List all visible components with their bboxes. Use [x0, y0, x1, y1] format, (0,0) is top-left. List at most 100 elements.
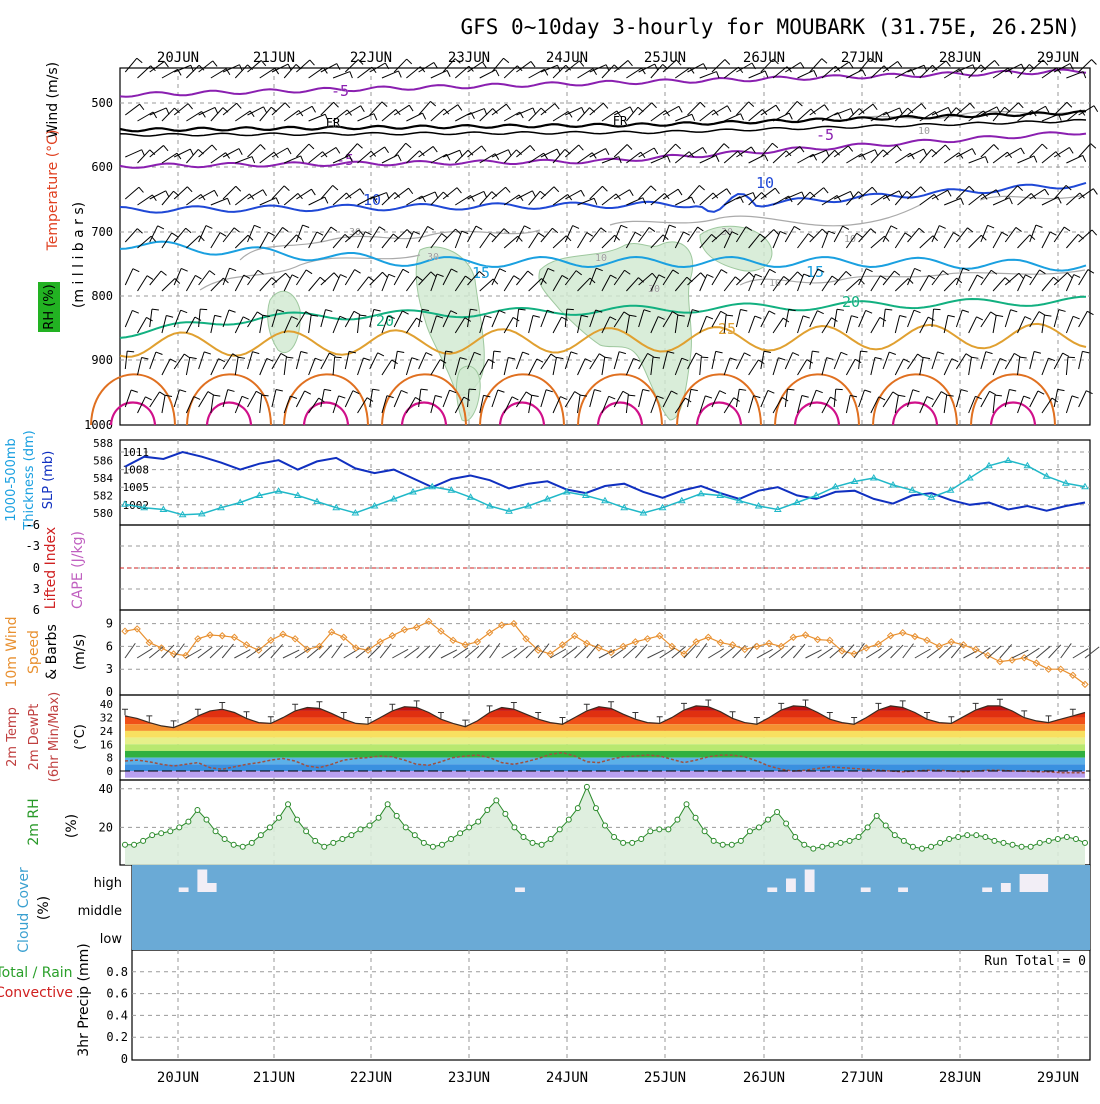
- wind10m-barb: [513, 646, 529, 659]
- wind10m-barb: [319, 644, 333, 659]
- wind-barb-flag: [290, 395, 298, 399]
- wind-barb-staff: [185, 396, 195, 414]
- wind-barb-staff: [809, 310, 818, 328]
- rh2m-marker: [900, 837, 907, 844]
- wind-barb-staff: [894, 190, 908, 206]
- rh2m-marker: [891, 832, 898, 839]
- wind-barb-staff: [613, 311, 625, 328]
- wind-barb-flag: [324, 388, 332, 392]
- wind-barb-staff: [247, 311, 258, 328]
- wind-barb-staff: [1029, 143, 1043, 158]
- wind-barb-staff: [882, 107, 900, 116]
- wind-barb-flag: [185, 227, 192, 234]
- wind-barb-staff: [919, 149, 932, 164]
- wind10m-marker: [886, 632, 895, 640]
- rh2m-marker: [122, 841, 128, 848]
- wind-barb-staff: [675, 196, 692, 206]
- wind-barb-flag: [851, 315, 859, 319]
- wind-barb-flag: [467, 149, 474, 156]
- isotherm-35-loop: [989, 401, 1037, 426]
- wind-barb-staff: [687, 147, 704, 158]
- wind-barb-flag: [358, 229, 364, 236]
- wind10m-marker: [449, 636, 457, 645]
- wind-barb-flag: [186, 186, 193, 193]
- wind-barb-staff: [1053, 352, 1064, 370]
- wind-barb-staff: [650, 234, 664, 249]
- wind10m-barb: [914, 648, 931, 659]
- temp-minmax-mark: [972, 702, 979, 710]
- wind-barb-staff: [760, 104, 777, 116]
- wind-barb-flag: [642, 197, 647, 205]
- wind-barb-flag: [402, 268, 410, 274]
- wind-barb-flag: [748, 271, 755, 278]
- wind-barb-flag: [536, 358, 544, 363]
- wind-barb-staff: [662, 224, 670, 243]
- wind-barb-staff: [552, 235, 567, 249]
- rh2m-marker: [583, 783, 590, 790]
- wind10m-barb: [890, 644, 904, 659]
- cloud-bar: [515, 887, 525, 892]
- date-label-top: 20JUN: [157, 50, 199, 66]
- wind-barb-flag: [243, 274, 251, 279]
- wind-barb-flag: [209, 270, 216, 276]
- wind-barb-staff: [1004, 102, 1019, 116]
- wind-barb-staff: [149, 107, 167, 116]
- wind-barb-staff: [491, 186, 506, 200]
- wind-barb-staff: [1078, 351, 1083, 370]
- wind-barb-flag: [456, 187, 462, 194]
- wind-barb-staff: [467, 108, 485, 116]
- wind-barb-staff: [320, 226, 332, 243]
- wind-barb-staff: [797, 191, 811, 206]
- wind-barb-flag: [972, 64, 977, 72]
- wind10m-marker: [595, 644, 603, 652]
- wind-barb-staff: [711, 311, 722, 328]
- wind-barb-flag: [773, 229, 780, 235]
- wind-barb-flag: [1091, 59, 1097, 65]
- wind-barb-flag: [927, 316, 935, 321]
- wind-barb-staff: [552, 194, 568, 206]
- wind-barb-flag: [1065, 185, 1072, 191]
- wind-barb-staff: [846, 191, 859, 206]
- wind-barb-flag: [962, 309, 970, 313]
- wind-barb-staff: [858, 351, 862, 370]
- wind-barb-staff: [381, 233, 394, 249]
- wind-barb-flag: [263, 106, 268, 114]
- wind-barb-flag: [189, 148, 194, 156]
- wind-barb-staff: [577, 197, 595, 206]
- wind-barb-flag: [309, 59, 315, 66]
- rh2m-marker: [928, 843, 935, 850]
- wind-barb-flag: [716, 71, 720, 79]
- wind-barb-staff: [234, 64, 248, 79]
- wind-barb-staff: [821, 357, 828, 376]
- thickness-marker: [908, 486, 917, 493]
- wind-barb-staff: [185, 275, 196, 292]
- wind-barb-flag: [999, 357, 1007, 362]
- wind-barb-flag: [578, 144, 584, 151]
- wind-barb-staff: [980, 189, 997, 200]
- wind-barb-flag: [360, 105, 365, 112]
- isotherm-freezing: [119, 110, 1087, 133]
- wind-barb-flag: [622, 390, 630, 396]
- wind-barb-flag: [300, 155, 304, 163]
- temp-minmax-mark: [437, 712, 444, 719]
- wind-barb-staff: [1078, 188, 1094, 200]
- wind10m-marker: [959, 641, 968, 649]
- wind-barb-flag: [291, 274, 299, 279]
- wind-barb-staff: [344, 229, 360, 243]
- thickness-marker: [639, 509, 648, 516]
- speed-axis-label: Speed: [26, 630, 42, 674]
- wind-barb-staff: [919, 275, 930, 292]
- wind-barb-staff: [711, 269, 722, 286]
- wind-barb-staff: [662, 143, 676, 158]
- wind10m-marker: [254, 646, 263, 654]
- temp-minmax-mark: [146, 715, 153, 722]
- wind-barb-flag: [398, 70, 402, 78]
- wind-barb-flag: [1082, 71, 1087, 79]
- isotherm-30-loop: [577, 373, 663, 426]
- rh2m-marker: [792, 834, 799, 841]
- wind-barb-flag: [556, 148, 561, 156]
- wind-barb-staff: [895, 152, 911, 164]
- wind-barb-flag: [463, 396, 471, 401]
- wind-barb-staff: [515, 351, 524, 370]
- thickness-marker: [716, 491, 725, 498]
